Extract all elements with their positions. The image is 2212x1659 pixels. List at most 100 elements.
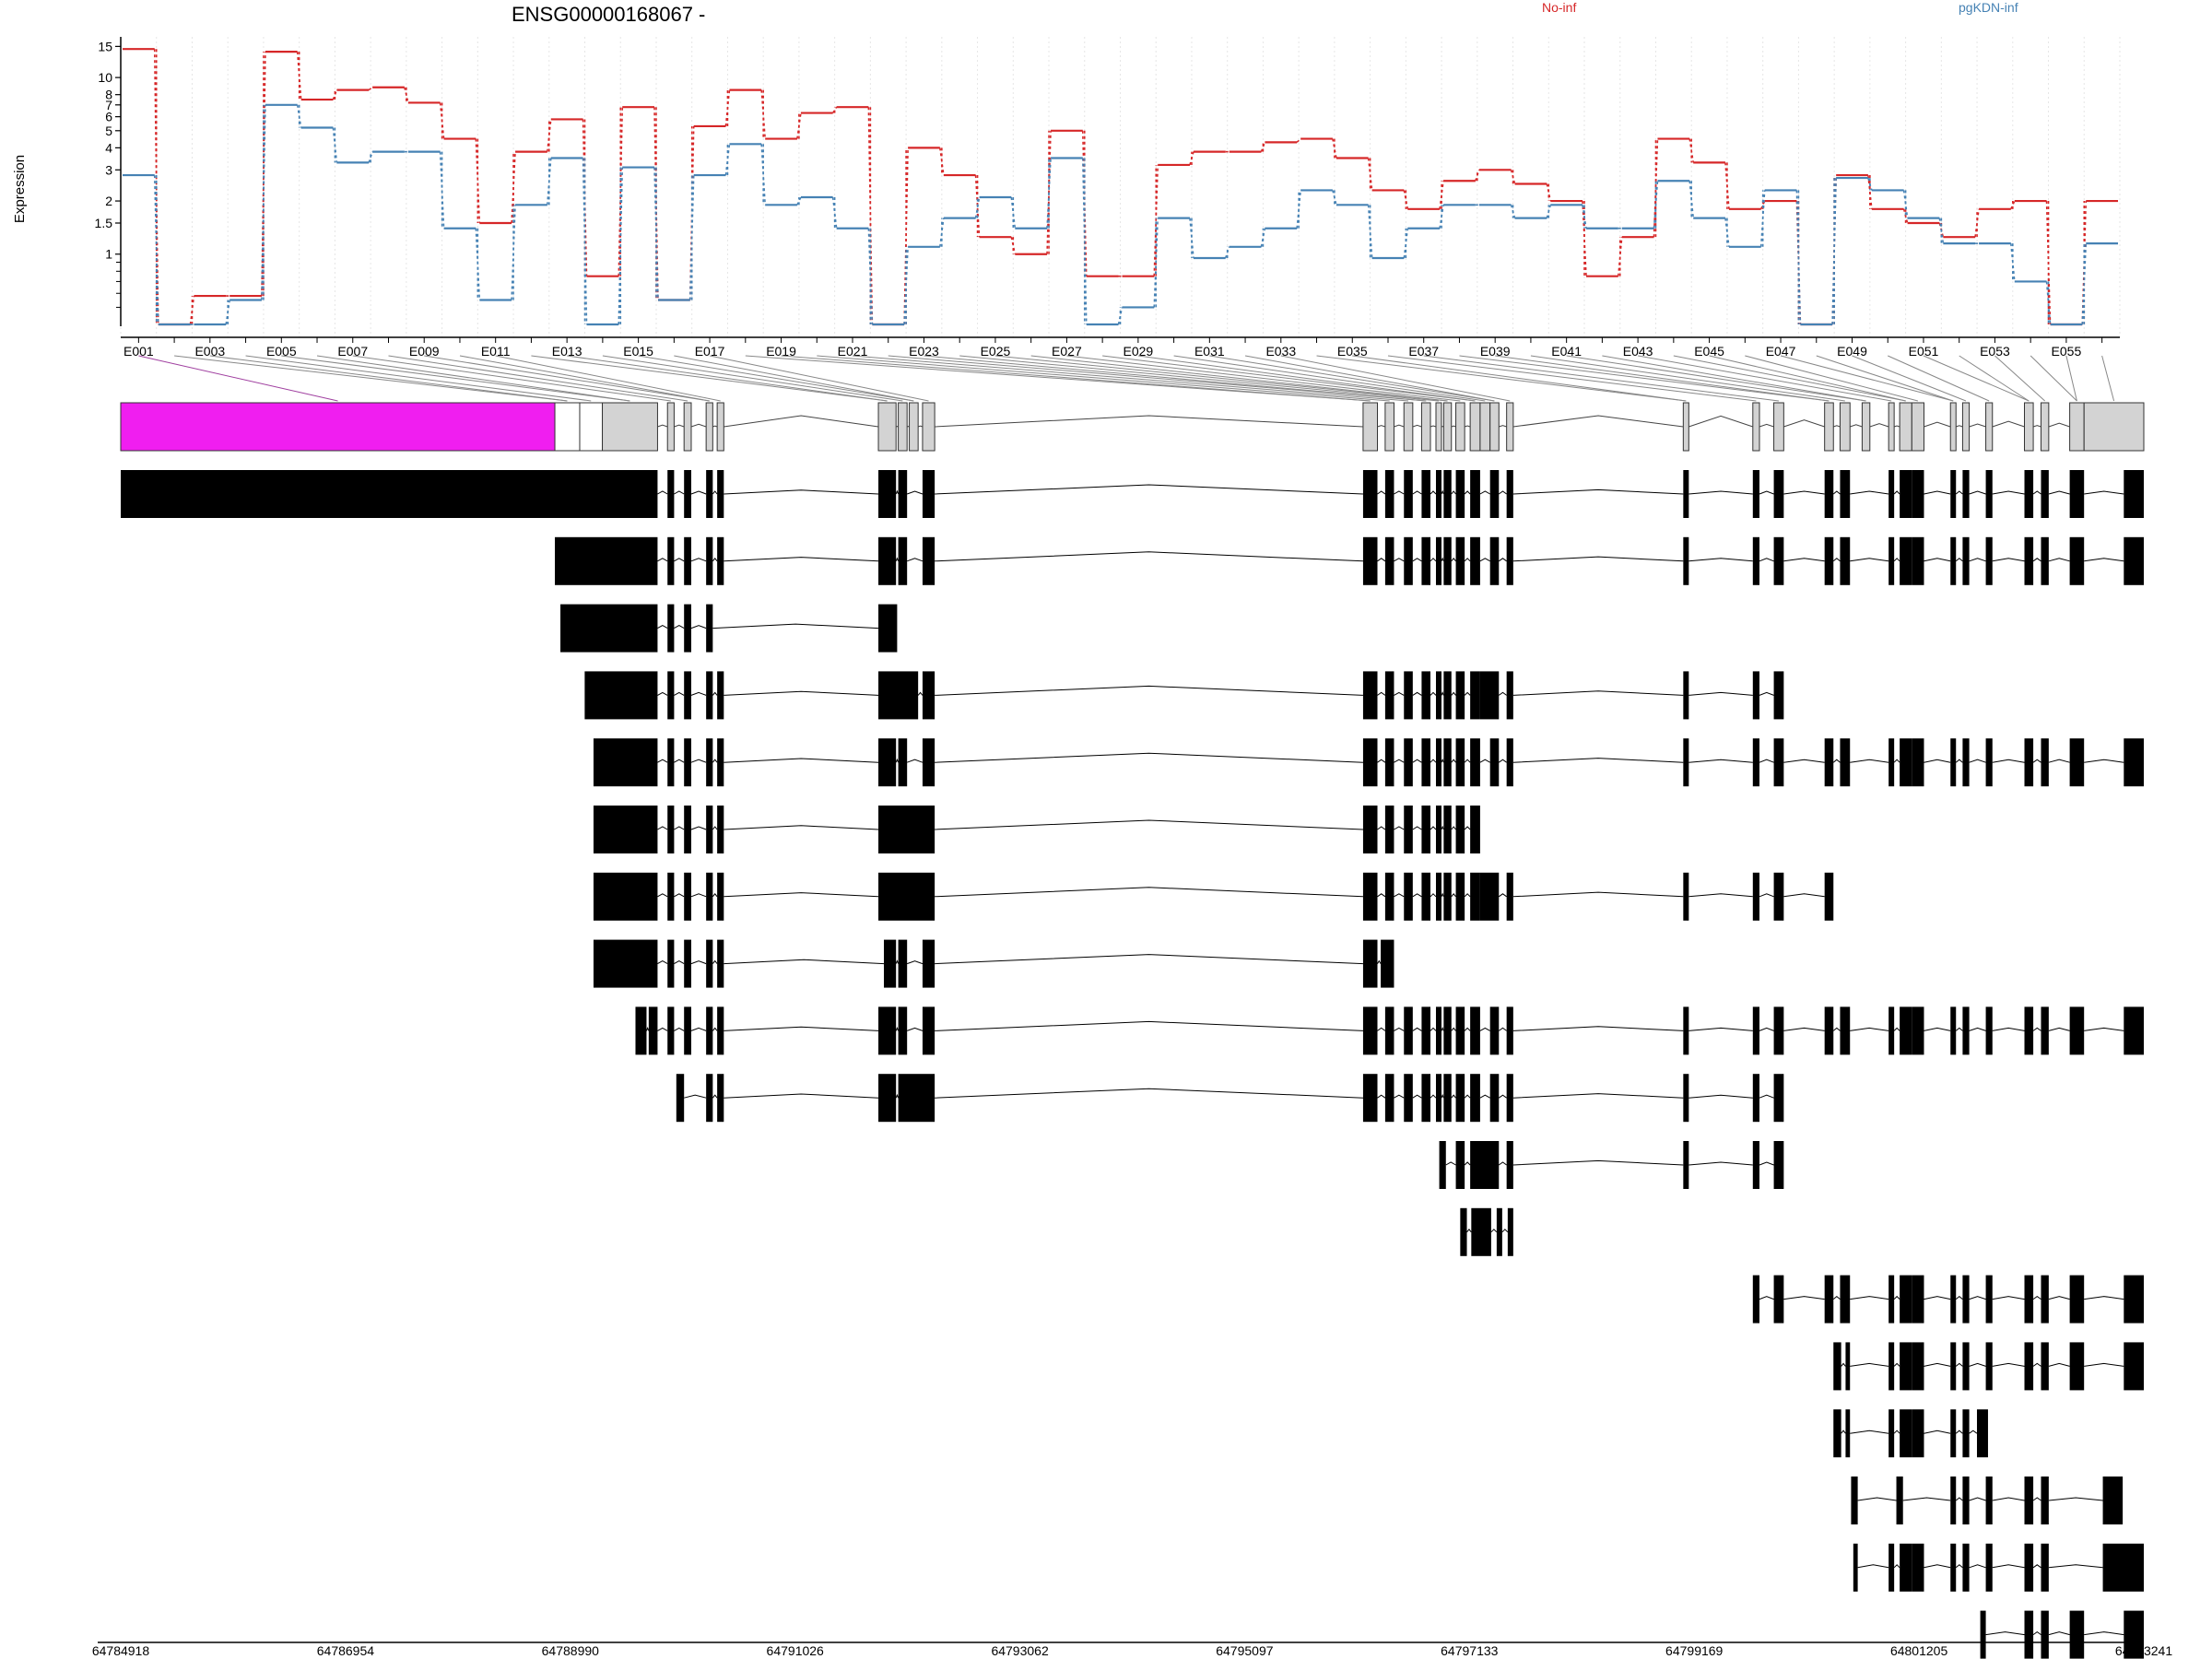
transcript-intron bbox=[2048, 558, 2070, 562]
transcript-intron bbox=[1893, 1362, 1900, 1367]
transcript-exon bbox=[2041, 1610, 2049, 1659]
transcript-intron bbox=[724, 557, 879, 562]
transcript-intron bbox=[1783, 1296, 1825, 1300]
gene-model-exon bbox=[898, 402, 908, 452]
transcript-exon bbox=[1443, 536, 1452, 585]
transcript-intron bbox=[2032, 490, 2041, 495]
transcript-exon bbox=[1773, 1141, 1784, 1189]
transcript-exon bbox=[1888, 536, 1895, 585]
transcript-intron bbox=[690, 960, 707, 965]
transcript-exon bbox=[1443, 671, 1452, 720]
transcript-exon bbox=[1912, 536, 1924, 585]
transcript-exon bbox=[1362, 872, 1378, 921]
transcript-exon bbox=[1962, 1275, 1970, 1324]
gene-model-exon bbox=[2083, 402, 2145, 452]
gene-model-intron bbox=[917, 425, 924, 428]
exon-connector bbox=[674, 355, 914, 402]
transcript-intron bbox=[1841, 1430, 1846, 1434]
gene-model-exon bbox=[1911, 402, 1924, 452]
gene-model-intron bbox=[1499, 425, 1507, 428]
gene-model-exon bbox=[2024, 402, 2034, 452]
transcript-intron bbox=[1441, 1093, 1444, 1099]
transcript-exon bbox=[684, 604, 691, 653]
series-connector bbox=[511, 205, 516, 300]
transcript-exon bbox=[1479, 872, 1500, 921]
gene-model-intron bbox=[1893, 425, 1900, 428]
exon-connector bbox=[1352, 355, 1687, 402]
transcript-intron bbox=[1377, 759, 1386, 763]
transcript-exon bbox=[717, 536, 724, 585]
transcript-intron bbox=[1464, 691, 1471, 696]
transcript-exon bbox=[2069, 1342, 2085, 1391]
exon-connector bbox=[2030, 355, 2077, 402]
transcript-intron bbox=[1688, 691, 1753, 696]
transcript-intron bbox=[2032, 1027, 2041, 1031]
transcript-intron bbox=[895, 557, 900, 561]
transcript-intron bbox=[1377, 959, 1382, 964]
series-connector bbox=[831, 106, 838, 113]
transcript-intron bbox=[1688, 1027, 1753, 1031]
transcript-exon bbox=[2069, 1006, 2085, 1055]
transcript-intron bbox=[1441, 691, 1444, 696]
series-connector bbox=[189, 295, 195, 325]
exon-connector bbox=[1816, 355, 1954, 402]
transcript-intron bbox=[895, 758, 900, 763]
transcript-exon bbox=[1985, 1477, 1993, 1524]
transcript-row bbox=[121, 470, 2144, 518]
transcript-exon bbox=[2041, 1477, 2049, 1524]
transcript-intron bbox=[1688, 490, 1753, 495]
transcript-intron bbox=[2084, 558, 2124, 562]
transcript-row bbox=[593, 872, 1834, 921]
transcript-exon bbox=[2102, 1543, 2144, 1592]
y-tick-label: 15 bbox=[98, 39, 112, 53]
transcript-intron bbox=[712, 892, 718, 898]
transcript-intron bbox=[935, 954, 1363, 965]
x-tick-label: E007 bbox=[337, 344, 368, 359]
gene-model-exon bbox=[1888, 402, 1895, 452]
transcript-exon bbox=[1404, 1074, 1413, 1123]
transcript-row bbox=[555, 536, 2144, 585]
transcript-intron bbox=[674, 558, 685, 562]
transcript-exon bbox=[1950, 536, 1957, 585]
genomic-coordinate-label: 64786954 bbox=[317, 1643, 375, 1658]
transcript-exon bbox=[1435, 536, 1441, 585]
gene-model-exon bbox=[1861, 402, 1871, 452]
transcript-exon bbox=[1900, 738, 1912, 787]
gene-model-intron bbox=[712, 425, 718, 428]
gene-model-exon bbox=[1384, 402, 1394, 452]
transcript-exon bbox=[1851, 1477, 1858, 1524]
transcript-intron bbox=[1498, 759, 1507, 763]
transcript-exon bbox=[717, 671, 724, 720]
gene-model-intron bbox=[724, 415, 879, 428]
transcript-exon bbox=[2069, 1610, 2085, 1659]
transcript-tracks bbox=[121, 470, 2144, 1659]
transcript-exon bbox=[1840, 1275, 1851, 1324]
transcript-intron bbox=[712, 623, 879, 629]
y-tick-label: 4 bbox=[105, 140, 112, 155]
transcript-exon bbox=[1752, 671, 1759, 720]
x-tick-label: E031 bbox=[1194, 344, 1225, 359]
transcript-intron bbox=[674, 490, 685, 495]
transcript-exon bbox=[1683, 1074, 1689, 1123]
transcript-exon bbox=[1455, 872, 1465, 921]
series-connector bbox=[796, 196, 802, 206]
transcript-intron bbox=[1430, 691, 1437, 696]
exon-connector bbox=[1959, 355, 2030, 402]
transcript-exon bbox=[898, 939, 908, 988]
exon-connectors bbox=[138, 355, 2115, 402]
transcript-intron bbox=[1759, 691, 1774, 696]
transcript-intron bbox=[895, 1093, 900, 1099]
transcript-exon bbox=[1506, 1006, 1513, 1055]
x-tick-label: E021 bbox=[838, 344, 868, 359]
transcript-intron bbox=[1412, 1027, 1422, 1031]
transcript-intron bbox=[674, 691, 685, 696]
x-tick-label: E003 bbox=[194, 344, 225, 359]
transcript-intron bbox=[935, 1088, 1363, 1099]
transcript-exon bbox=[1489, 536, 1500, 585]
transcript-exon bbox=[667, 536, 675, 585]
gene-model-intron bbox=[1451, 425, 1456, 428]
transcript-intron bbox=[657, 893, 668, 898]
transcript-intron bbox=[1832, 1295, 1841, 1300]
gridlines bbox=[120, 37, 2121, 337]
exon-connector bbox=[602, 355, 903, 402]
